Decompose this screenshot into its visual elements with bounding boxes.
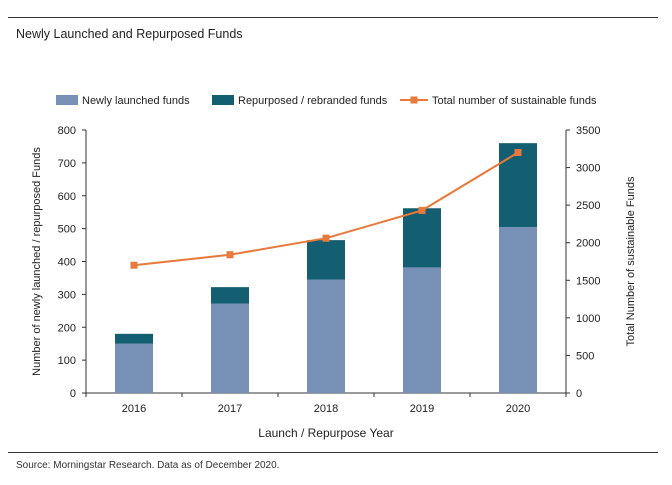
y-tick-label-right: 3000 <box>576 163 600 175</box>
x-tick-label: 2018 <box>314 403 338 415</box>
bar-repurposed <box>403 208 441 268</box>
y-tick-label-right: 2500 <box>576 200 600 212</box>
point-total-funds <box>226 251 234 259</box>
y-tick-label-right: 1500 <box>576 275 600 287</box>
y-tick-label-left: 100 <box>58 355 76 367</box>
legend-swatch-repurposed <box>212 95 234 105</box>
y-tick-label-right: 1000 <box>576 313 600 325</box>
y-axis-title-right: Total Number of sustainable Funds <box>625 176 637 346</box>
x-tick-label: 2019 <box>410 403 434 415</box>
bar-repurposed <box>211 287 249 304</box>
y-tick-label-left: 300 <box>58 289 76 301</box>
top-rule <box>8 17 658 18</box>
legend-label-newly: Newly launched funds <box>82 95 190 107</box>
legend-label-repurposed: Repurposed / rebranded funds <box>238 95 388 107</box>
bar-newly-launched <box>499 226 537 393</box>
y-tick-label-left: 400 <box>58 257 76 269</box>
bar-newly-launched <box>211 303 249 393</box>
point-total-funds <box>514 149 522 157</box>
y-tick-label-left: 200 <box>58 322 76 334</box>
legend-marker-total <box>410 96 418 104</box>
bar-newly-launched <box>115 343 153 393</box>
legend-label-total: Total number of sustainable funds <box>432 95 597 107</box>
y-tick-label-left: 700 <box>58 158 76 170</box>
y-axis-title-left: Number of newly launched / repurposed Fu… <box>31 147 43 376</box>
x-axis-title: Launch / Repurpose Year <box>258 426 393 440</box>
bar-newly-launched <box>307 279 345 393</box>
source-note: Source: Morningstar Research. Data as of… <box>16 460 280 471</box>
y-tick-label-right: 2000 <box>576 238 600 250</box>
bar-repurposed <box>115 333 153 344</box>
y-tick-label-left: 500 <box>58 224 76 236</box>
point-total-funds <box>130 261 138 269</box>
bottom-rule <box>8 452 658 453</box>
bar-repurposed <box>499 143 537 227</box>
x-tick-label: 2020 <box>506 403 530 415</box>
y-tick-label-left: 0 <box>70 388 76 400</box>
legend-swatch-newly <box>56 95 78 105</box>
y-tick-label-right: 3500 <box>576 125 600 137</box>
point-total-funds <box>418 206 426 214</box>
y-tick-label-left: 600 <box>58 191 76 203</box>
x-tick-label: 2017 <box>218 403 242 415</box>
y-tick-label-right: 0 <box>576 388 582 400</box>
x-tick-label: 2016 <box>122 403 146 415</box>
chart-title: Newly Launched and Repurposed Funds <box>16 27 243 41</box>
point-total-funds <box>322 234 330 242</box>
y-tick-label-left: 800 <box>58 125 76 137</box>
y-tick-label-right: 500 <box>576 350 594 362</box>
bar-repurposed <box>307 240 345 280</box>
bar-newly-launched <box>403 267 441 393</box>
